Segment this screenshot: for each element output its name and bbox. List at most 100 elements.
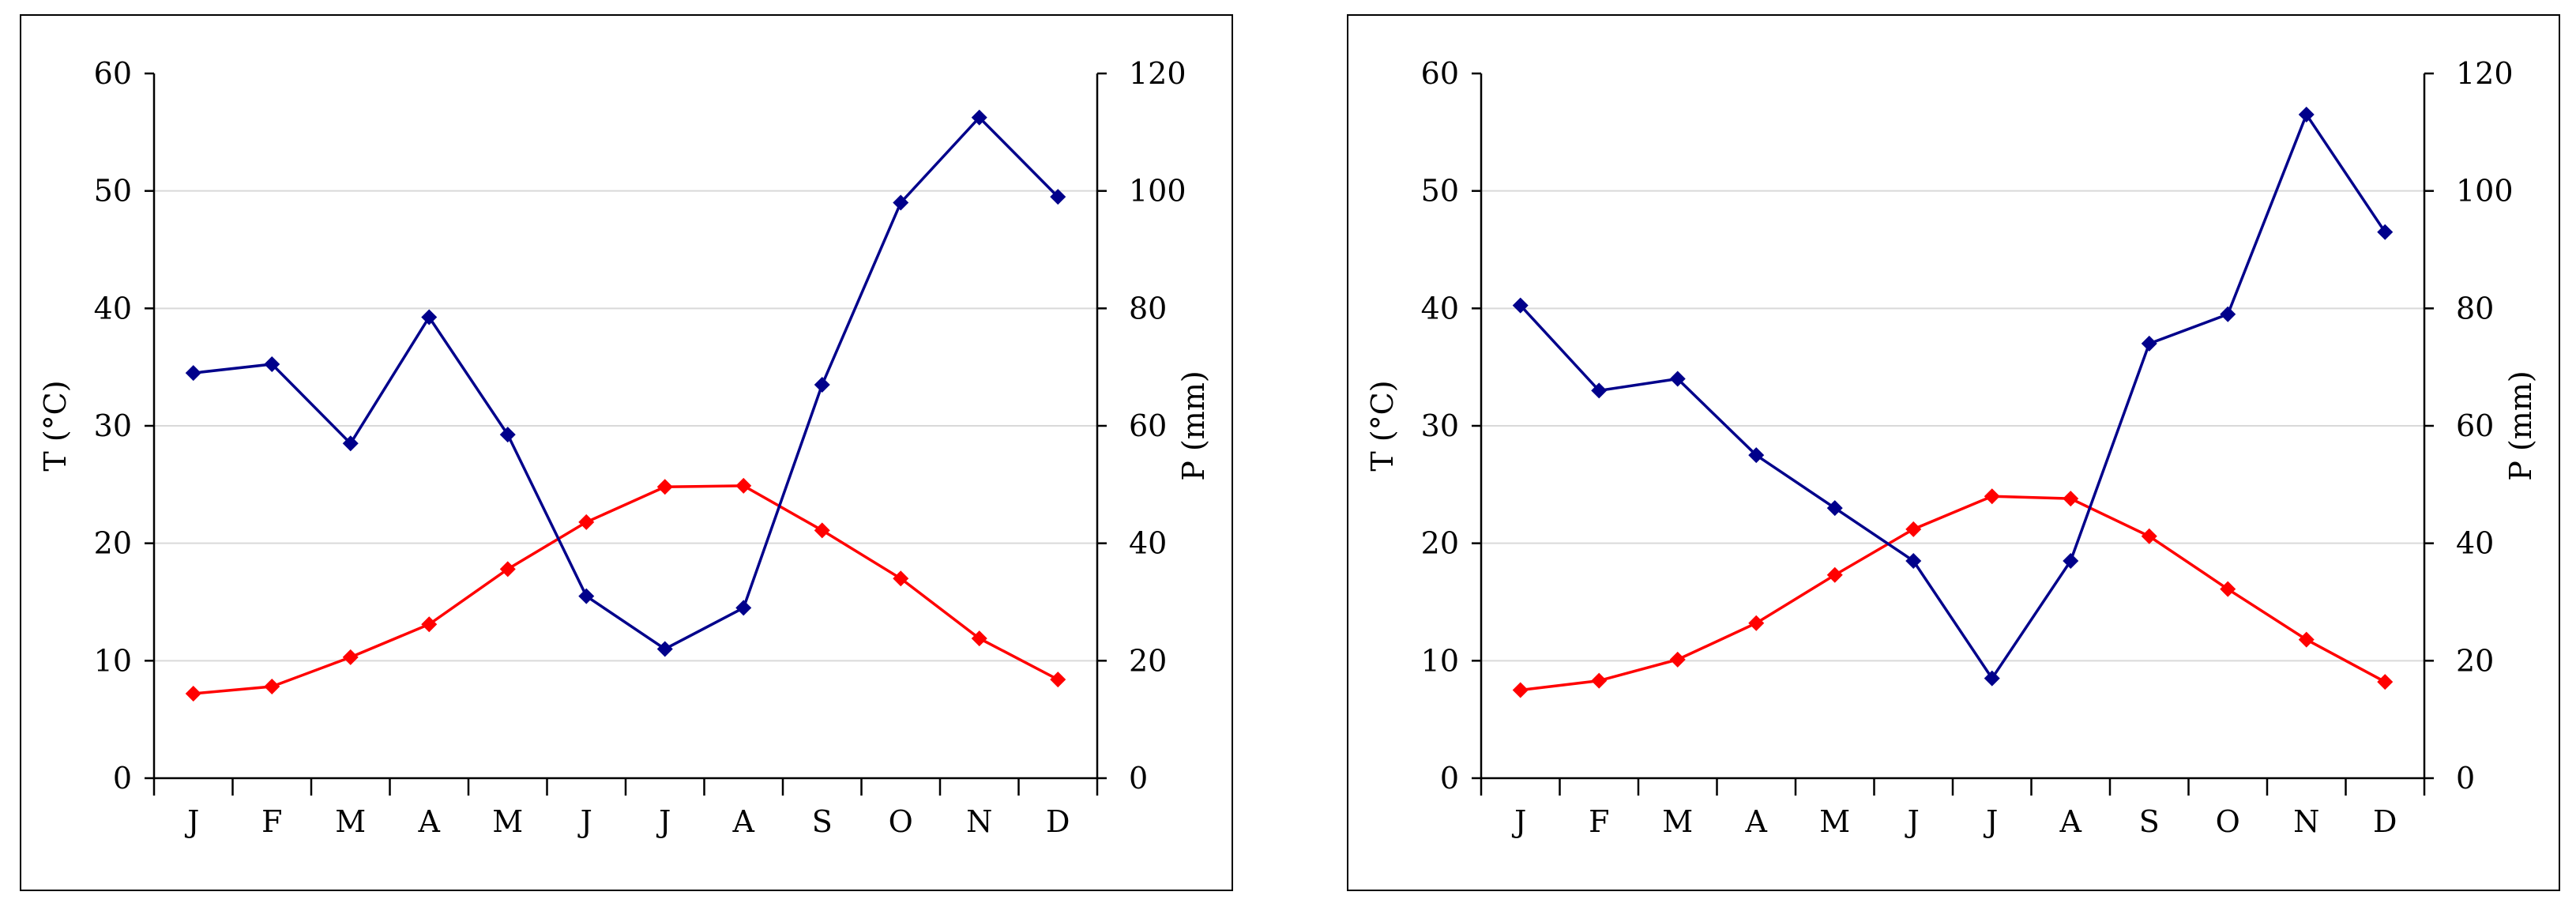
- y-tick-label-right: 80: [1129, 291, 1167, 325]
- temperature-point: [499, 561, 516, 578]
- y-tick-label-right: 40: [2456, 526, 2494, 561]
- x-tick-label: A: [1745, 804, 1768, 839]
- precipitation-point: [735, 600, 752, 616]
- temperature-point: [1050, 672, 1066, 688]
- y-tick-label-right: 0: [1129, 761, 1148, 796]
- y-tick-label-right: 120: [2456, 56, 2514, 91]
- precipitation-point: [1905, 552, 1922, 569]
- temperature-point: [342, 649, 359, 665]
- x-tick-label: J: [1905, 804, 1920, 839]
- y-tick-label-left: 50: [1421, 174, 1459, 209]
- precipitation-point: [185, 365, 201, 382]
- precipitation-point: [1669, 371, 1686, 387]
- y-tick-label-right: 60: [2456, 408, 2494, 443]
- x-tick-label: S: [812, 804, 833, 839]
- precipitation-point: [499, 427, 516, 443]
- x-tick-label: F: [1589, 804, 1609, 839]
- chart-left: 0 10 20 30 40 50 60 0 20 40 60 80 100 120 J F M A M J J A S O N D…: [38, 56, 1211, 839]
- x-tick-label: J: [1983, 804, 1998, 839]
- precipitation-point: [2220, 306, 2236, 322]
- x-tick-label: S: [2139, 804, 2160, 839]
- y-tick-label-left: 30: [94, 408, 132, 443]
- y-axis-title-right: P (mm): [2503, 371, 2538, 480]
- precipitation-point: [1050, 189, 1066, 205]
- precipitation-point: [2377, 224, 2394, 240]
- temperature-point: [893, 570, 909, 587]
- y-tick-label-left: 20: [1421, 526, 1459, 561]
- y-tick-label-left: 40: [1421, 291, 1459, 325]
- chart-panel-right: 0 10 20 30 40 50 60 0 20 40 60 80 100 120 J F M A M J J A S O N D…: [1347, 14, 2560, 891]
- precipitation-point: [2063, 552, 2079, 569]
- x-tick-label: A: [2059, 804, 2082, 839]
- x-tick-label: J: [1511, 804, 1526, 839]
- temperature-point: [656, 479, 673, 495]
- x-tick-label: J: [577, 804, 592, 839]
- precipitation-point: [2298, 107, 2315, 123]
- x-tick-label: D: [2373, 804, 2397, 839]
- temperature-point: [2220, 581, 2236, 597]
- y-axis-title-right: P (mm): [1176, 371, 1211, 480]
- y-tick-label-left: 0: [113, 761, 132, 796]
- temperature-point: [2298, 631, 2315, 648]
- precipitation-point: [1512, 297, 1529, 314]
- y-tick-label-right: 100: [1129, 174, 1186, 209]
- precipitation-point: [1591, 382, 1608, 399]
- x-tick-label: M: [1819, 804, 1850, 839]
- x-tick-label: N: [966, 804, 992, 839]
- x-tick-label: M: [1662, 804, 1693, 839]
- precipitation-point: [1826, 500, 1843, 517]
- temperature-point: [1826, 566, 1843, 583]
- y-tick-label-left: 30: [1421, 408, 1459, 443]
- precipitation-point: [971, 109, 987, 126]
- y-tick-label-right: 60: [1129, 408, 1167, 443]
- y-tick-label-right: 80: [2456, 291, 2494, 325]
- temperature-point: [735, 477, 752, 494]
- temperature-line: [1520, 495, 2386, 692]
- y-tick-label-left: 20: [94, 526, 132, 561]
- precipitation-point: [656, 641, 673, 657]
- precipitation-point: [1984, 670, 2000, 687]
- y-axis-title-left: T (°C): [38, 380, 73, 471]
- temperature-point: [421, 616, 438, 633]
- precipitation-point: [421, 309, 438, 325]
- temperature-point: [2141, 528, 2157, 544]
- precipitation-line: [1519, 111, 2386, 681]
- precipitation-point: [2141, 335, 2157, 352]
- temperature-point: [2377, 674, 2394, 690]
- chart-panel-left: 0 10 20 30 40 50 60 0 20 40 60 80 100 120 J F M A M J J A S O N D…: [20, 14, 1233, 891]
- y-tick-label-left: 10: [94, 643, 132, 678]
- x-tick-label: O: [889, 804, 913, 839]
- x-tick-label: A: [418, 804, 441, 839]
- temperature-point: [185, 685, 201, 702]
- y-tick-label-right: 0: [2456, 761, 2475, 796]
- x-tick-label: M: [492, 804, 523, 839]
- precipitation-point: [342, 435, 359, 452]
- x-tick-label: J: [184, 804, 199, 839]
- y-tick-label-left: 50: [94, 174, 132, 209]
- x-tick-label: D: [1046, 804, 1070, 839]
- y-tick-label-left: 40: [94, 291, 132, 325]
- x-tick-label: A: [732, 804, 755, 839]
- temperature-point: [1984, 488, 2000, 505]
- y-axis-title-left: T (°C): [1365, 380, 1400, 471]
- temperature-point: [1669, 651, 1686, 668]
- y-tick-label-left: 60: [94, 56, 132, 91]
- precipitation-line: [193, 115, 1059, 651]
- y-tick-label-right: 40: [1129, 526, 1167, 561]
- precipitation-point: [893, 194, 909, 211]
- precipitation-point: [1748, 447, 1765, 464]
- temperature-point: [1748, 615, 1765, 631]
- temperature-point: [814, 522, 830, 539]
- y-tick-label-left: 0: [1440, 761, 1459, 796]
- y-tick-label-right: 20: [1129, 643, 1167, 678]
- x-tick-label: O: [2216, 804, 2240, 839]
- temperature-point: [1512, 682, 1529, 698]
- temperature-point: [2063, 491, 2079, 507]
- precipitation-point: [264, 356, 280, 372]
- temperature-point: [1905, 521, 1922, 537]
- y-tick-label-right: 120: [1129, 56, 1186, 91]
- temperature-line: [193, 484, 1059, 695]
- precipitation-point: [814, 376, 830, 393]
- temperature-point: [1591, 672, 1608, 689]
- x-tick-label: N: [2293, 804, 2319, 839]
